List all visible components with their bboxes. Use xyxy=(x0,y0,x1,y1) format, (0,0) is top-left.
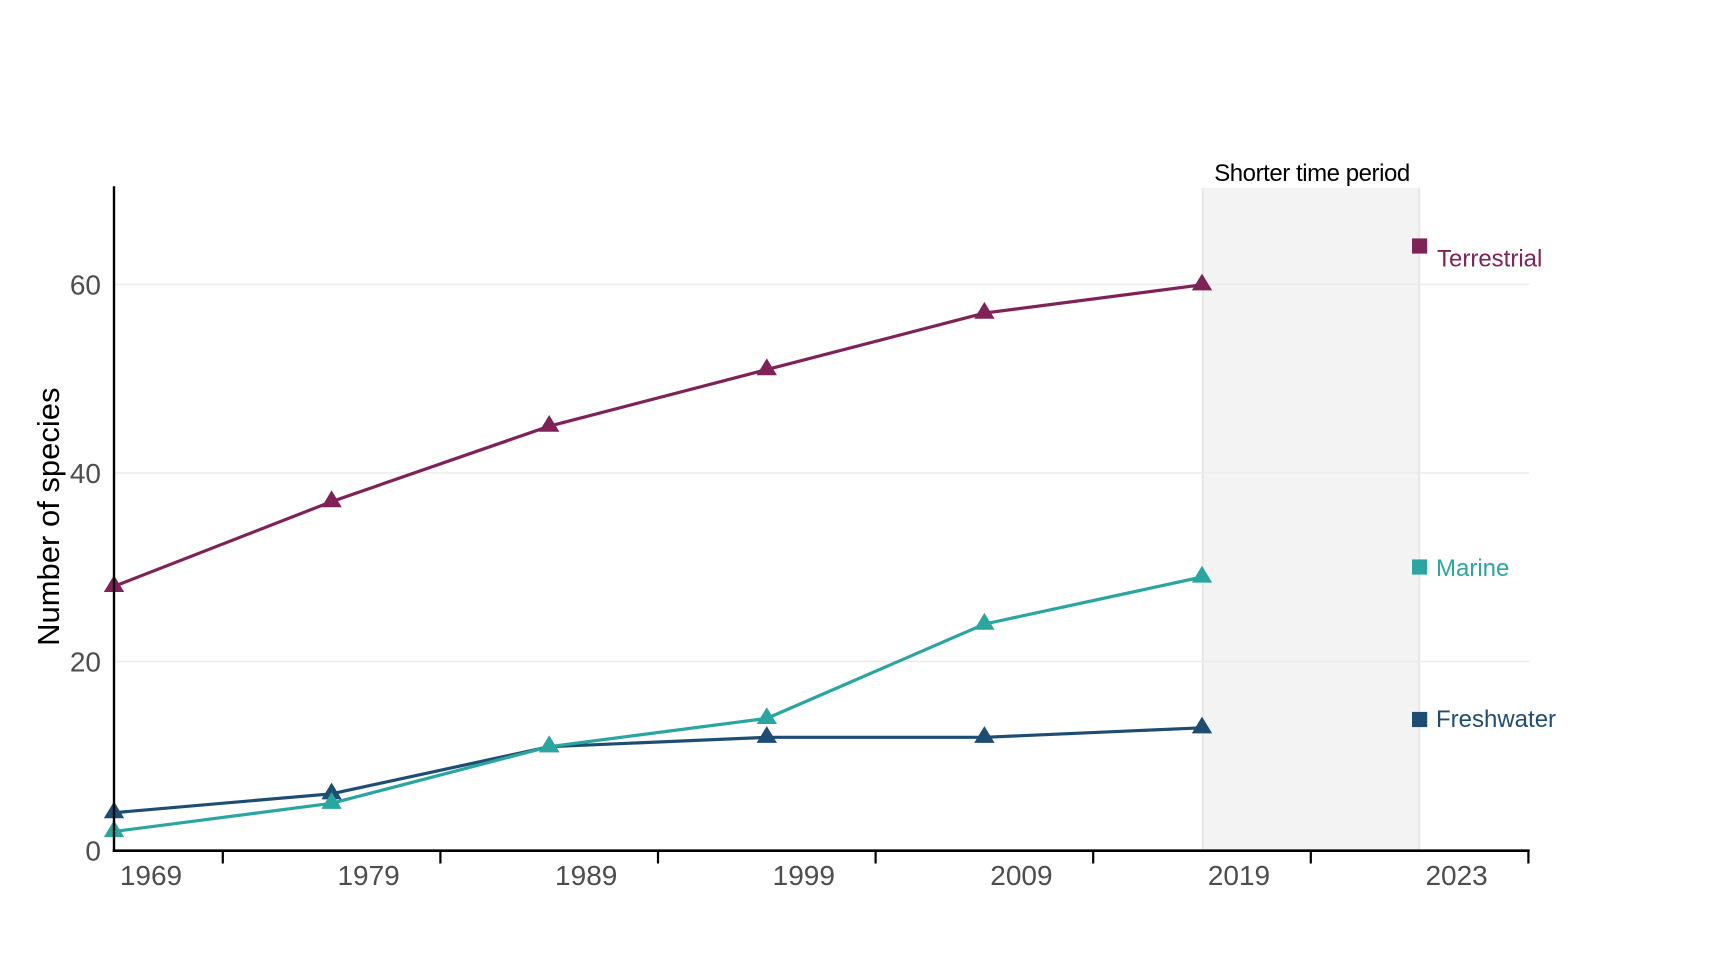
svg-text:60: 60 xyxy=(70,270,101,301)
svg-text:1969: 1969 xyxy=(120,860,182,891)
svg-text:2023: 2023 xyxy=(1425,860,1487,891)
svg-text:40: 40 xyxy=(70,458,101,489)
svg-text:Freshwater: Freshwater xyxy=(1436,706,1556,733)
svg-text:Shorter time period: Shorter time period xyxy=(1214,160,1410,187)
svg-text:2019: 2019 xyxy=(1208,860,1270,891)
svg-text:Marine: Marine xyxy=(1436,555,1509,582)
svg-text:1979: 1979 xyxy=(337,860,399,891)
svg-text:Number of species: Number of species xyxy=(31,387,66,645)
svg-text:1989: 1989 xyxy=(555,860,617,891)
svg-text:20: 20 xyxy=(70,647,101,678)
svg-text:Terrestrial: Terrestrial xyxy=(1437,245,1542,272)
svg-text:2009: 2009 xyxy=(990,860,1052,891)
svg-text:0: 0 xyxy=(85,836,101,867)
svg-text:1999: 1999 xyxy=(773,860,835,891)
